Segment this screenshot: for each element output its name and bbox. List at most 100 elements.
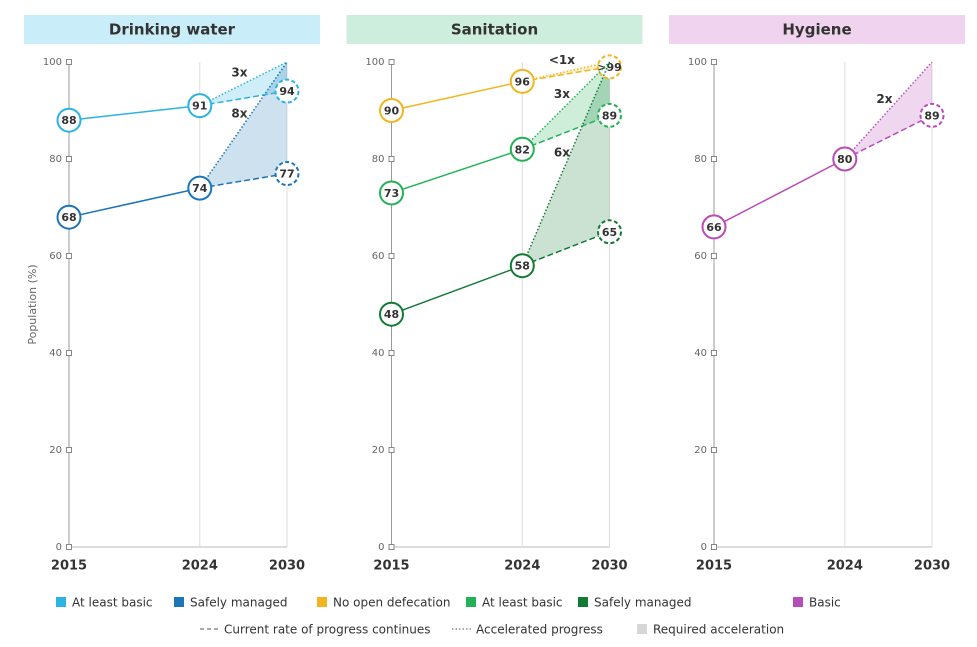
data-point [597, 102, 622, 128]
data-label: 89 [924, 109, 939, 122]
data-label: 89 [602, 109, 617, 122]
legend-label: No open defecation [333, 596, 450, 610]
series-line [68, 104, 200, 121]
required-acceleration [522, 62, 610, 266]
acceleration-label: <1x [549, 53, 575, 67]
projection-line [522, 114, 610, 150]
y-tick-label: 40 [372, 348, 385, 359]
series-line [391, 80, 523, 112]
series-line [68, 187, 200, 218]
data-label: 48 [384, 308, 399, 321]
legend-swatch [793, 597, 803, 607]
y-tick [388, 544, 395, 550]
data-point [56, 204, 82, 230]
legend-swatch [56, 597, 66, 607]
y-tick [66, 447, 72, 453]
y-tick [388, 253, 395, 259]
y-tick-label: 100 [365, 57, 384, 68]
acceleration-label: 6x [554, 145, 570, 159]
y-tick [66, 253, 72, 259]
panel-title-bg [346, 15, 643, 44]
series-line [391, 264, 523, 315]
data-point [274, 161, 300, 187]
accelerated-line [844, 61, 933, 160]
acceleration-label: 3x [554, 87, 570, 101]
required-acceleration [199, 62, 287, 106]
y-tick-label: 60 [694, 251, 707, 262]
accelerated-line [522, 61, 610, 83]
legend-label: At least basic [72, 596, 153, 610]
legend-label: Safely managed [594, 596, 691, 610]
y-tick-label: 0 [56, 542, 62, 553]
data-point [56, 107, 82, 133]
required-acceleration [199, 62, 287, 189]
y-tick [66, 156, 72, 162]
data-label: 73 [384, 187, 399, 200]
data-point [597, 219, 622, 245]
legend-swatch [466, 597, 476, 607]
projection-line [522, 231, 610, 267]
y-tick-label: 20 [694, 445, 707, 456]
legend-label: Current rate of progress continues [224, 623, 431, 637]
panel-title-bg [669, 15, 965, 44]
projection-line [199, 172, 288, 189]
panel-title: Drinking water [109, 21, 236, 39]
x-tick-label: 2030 [914, 559, 950, 574]
data-label: 74 [192, 182, 208, 195]
legend-swatch [317, 597, 327, 607]
data-point [509, 68, 535, 94]
y-tick-label: 0 [701, 542, 707, 553]
x-tick-label: 2024 [504, 559, 540, 574]
data-point [509, 136, 535, 162]
data-point [379, 301, 404, 327]
legend-label: Accelerated progress [476, 623, 603, 637]
data-label: 91 [192, 100, 207, 113]
data-label: 68 [61, 211, 76, 224]
series-line [391, 148, 523, 194]
y-tick [66, 544, 72, 550]
y-tick-label: 60 [49, 251, 62, 262]
y-tick [388, 59, 395, 65]
y-tick-label: 80 [49, 154, 62, 165]
series-line [713, 158, 846, 228]
y-tick [711, 350, 717, 356]
data-point [919, 102, 945, 128]
required-acceleration [522, 62, 610, 150]
y-tick [711, 253, 717, 259]
y-tick [388, 447, 395, 453]
data-point [187, 93, 213, 119]
y-tick-label: 60 [372, 251, 385, 262]
legend-swatch [174, 597, 184, 607]
y-tick-label: 100 [688, 57, 707, 68]
y-tick-label: 80 [694, 154, 707, 165]
x-tick-label: 2024 [827, 559, 863, 574]
x-tick-label: 2030 [591, 559, 627, 574]
y-tick-label: 40 [49, 348, 62, 359]
legend-label: Required acceleration [653, 623, 784, 637]
y-tick-label: 20 [372, 445, 385, 456]
legend-swatch [578, 597, 588, 607]
legend-label: Basic [809, 596, 841, 610]
projection-line [522, 66, 610, 83]
data-point [701, 214, 727, 240]
y-tick [388, 350, 395, 356]
y-tick-label: 100 [43, 57, 62, 68]
data-label: 77 [279, 168, 294, 181]
y-tick-label: 80 [372, 154, 385, 165]
y-tick [66, 350, 72, 356]
data-label: 88 [61, 114, 76, 127]
y-tick [66, 59, 72, 65]
y-tick-label: 0 [378, 542, 384, 553]
acceleration-label: 2x [876, 92, 892, 106]
legend-swatch [637, 624, 647, 634]
y-tick-label: 20 [49, 445, 62, 456]
y-tick-label: 40 [694, 348, 707, 359]
legend-label: Safely managed [190, 596, 287, 610]
data-label: >99 [597, 61, 622, 74]
required-acceleration [844, 62, 932, 159]
projection-line [844, 114, 933, 160]
acceleration-label: 8x [231, 107, 247, 121]
y-tick [388, 156, 395, 162]
panel-title: Hygiene [782, 21, 851, 39]
